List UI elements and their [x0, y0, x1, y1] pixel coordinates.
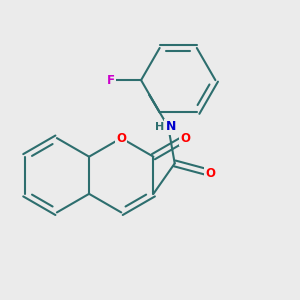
Text: O: O — [181, 132, 190, 145]
Text: H: H — [155, 122, 165, 132]
Text: O: O — [116, 132, 126, 145]
Text: N: N — [166, 120, 176, 133]
Text: O: O — [206, 167, 216, 179]
Text: F: F — [106, 74, 115, 87]
